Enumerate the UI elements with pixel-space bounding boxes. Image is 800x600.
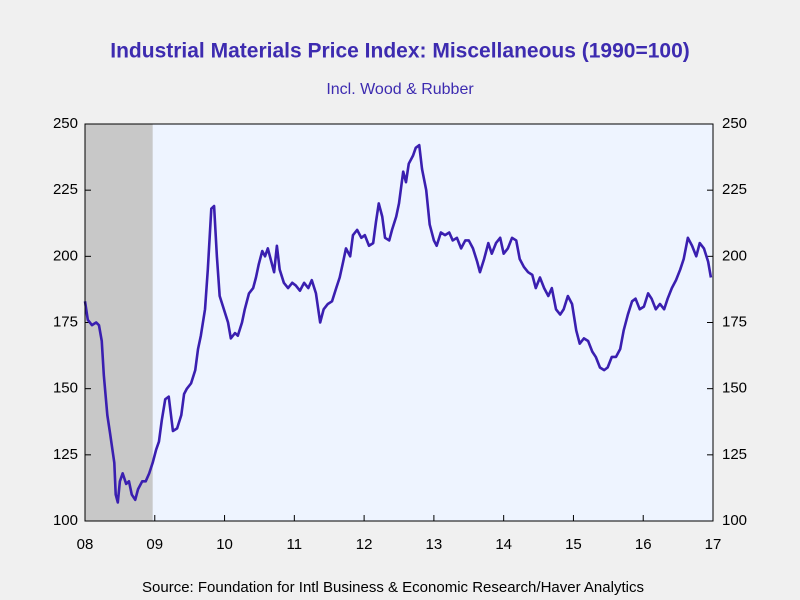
x-tick-label: 11 [287,536,303,553]
x-tick-label: 09 [146,536,163,553]
y-tick-label: 175 [53,313,78,330]
data-line [83,143,713,504]
x-tick-label: 16 [635,536,652,553]
source-note: Source: Foundation for Intl Business & E… [142,579,644,596]
y-tick-label: 250 [53,115,78,132]
plot-area [85,124,713,521]
x-tick-label: 17 [705,536,722,553]
chart-title: Industrial Materials Price Index: Miscel… [110,40,690,63]
y2-tick-label: 225 [722,181,747,198]
y-tick-label: 225 [53,181,78,198]
x-tick-label: 12 [356,536,373,553]
y2-tick-label: 150 [722,380,747,397]
y-tick-label: 200 [53,247,78,264]
plot-frame [84,123,714,522]
y2-tick-label: 175 [722,313,747,330]
x-tick-label: 13 [426,536,443,553]
x-tick-label: 15 [565,536,582,553]
x-tick-label: 08 [77,536,94,553]
y-tick-label: 100 [53,512,78,529]
y2-tick-label: 250 [722,115,747,132]
y-tick-label: 150 [53,380,78,397]
y-tick-label: 125 [53,446,78,463]
chart-subtitle: Incl. Wood & Rubber [326,81,474,98]
y2-tick-label: 200 [722,247,747,264]
y2-tick-label: 100 [722,512,747,529]
y2-tick-label: 125 [722,446,747,463]
x-tick-label: 14 [495,536,512,553]
x-tick-label: 10 [216,536,233,553]
